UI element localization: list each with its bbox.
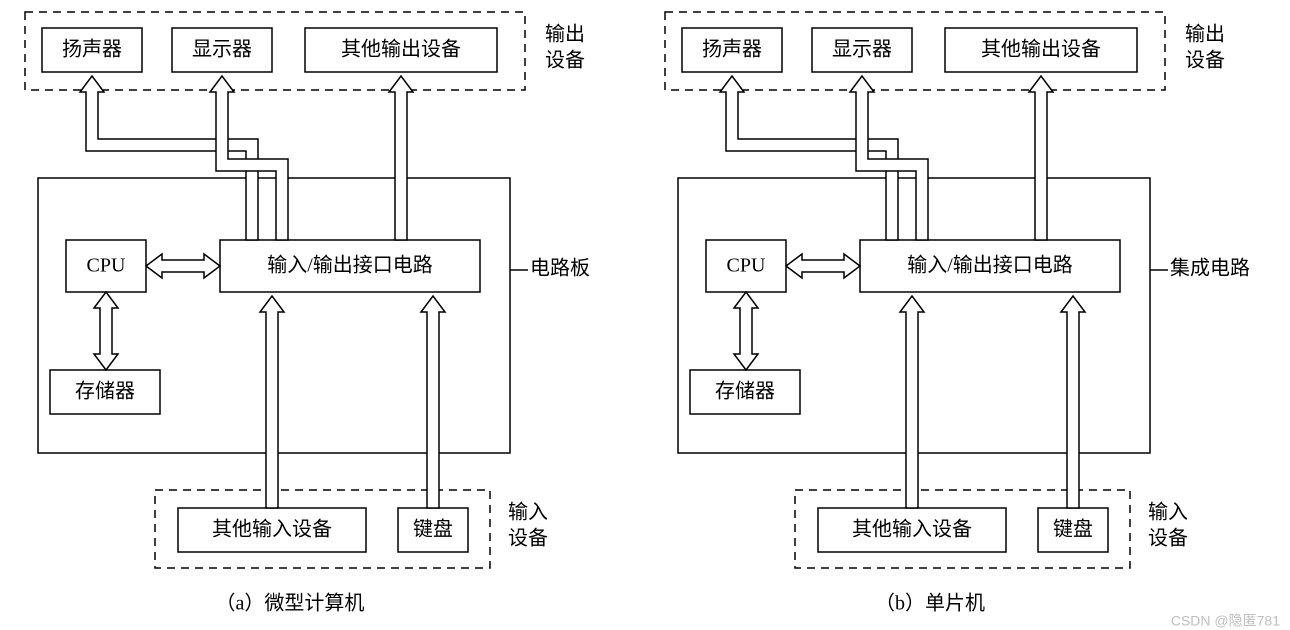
core-label-a: 电路板 (530, 257, 590, 280)
node-keyboard-a-label: 键盘 (413, 518, 453, 541)
node-io-b-label: 输入/输出接口电路 (907, 254, 1073, 277)
input-label1-b: 输入 (1148, 501, 1188, 524)
caption-a: （a）微型计算机 (216, 592, 365, 615)
node-io-a-label: 输入/输出接口电路 (267, 254, 433, 277)
node-speaker-b-label: 扬声器 (702, 38, 762, 61)
node-cpu-b-label: CPU (727, 255, 766, 277)
output-label1-a: 输出 (545, 23, 585, 46)
input-label2-a: 设备 (508, 527, 548, 550)
output-label2-b: 设备 (1185, 49, 1225, 72)
node-other-in-a-label: 其他输入设备 (212, 518, 332, 541)
diagram-svg: 输出设备扬声器显示器其他输出设备电路板CPU输入/输出接口电路存储器输入设备其他… (0, 0, 1290, 630)
node-display-b-label: 显示器 (832, 39, 892, 61)
node-memory-a-label: 存储器 (75, 380, 135, 403)
node-display-a-label: 显示器 (192, 39, 252, 61)
node-cpu-a-label: CPU (87, 255, 126, 277)
diagram-root: { "colors": { "background": "#ffffff", "… (0, 0, 1290, 630)
node-other-out-b-label: 其他输出设备 (981, 38, 1101, 61)
watermark: CSDN @隐匿781 (1171, 613, 1280, 629)
node-other-in-b-label: 其他输入设备 (852, 518, 972, 541)
output-label1-b: 输出 (1185, 23, 1225, 46)
output-label2-a: 设备 (545, 49, 585, 72)
node-other-out-a-label: 其他输出设备 (341, 38, 461, 61)
node-keyboard-b-label: 键盘 (1053, 518, 1093, 541)
input-label1-a: 输入 (508, 501, 548, 524)
input-label2-b: 设备 (1148, 527, 1188, 550)
node-memory-b-label: 存储器 (715, 380, 775, 403)
node-speaker-a-label: 扬声器 (62, 38, 122, 61)
core-label-b: 集成电路 (1170, 257, 1250, 280)
caption-b: （b）单片机 (875, 592, 985, 615)
